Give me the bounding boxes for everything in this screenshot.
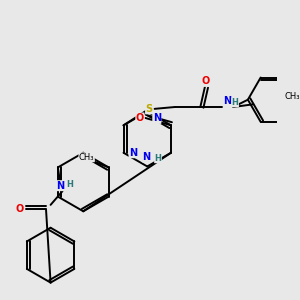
Text: H: H bbox=[66, 180, 73, 189]
Text: O: O bbox=[202, 76, 210, 86]
Text: CH₃: CH₃ bbox=[285, 92, 300, 101]
Text: N: N bbox=[57, 181, 65, 191]
Text: N: N bbox=[223, 96, 231, 106]
Text: S: S bbox=[146, 104, 153, 114]
Text: N: N bbox=[129, 148, 137, 158]
Text: CH₃: CH₃ bbox=[79, 153, 94, 162]
Text: N: N bbox=[142, 152, 150, 162]
Text: H: H bbox=[232, 98, 238, 107]
Text: O: O bbox=[15, 203, 24, 214]
Text: H: H bbox=[154, 154, 161, 163]
Text: N: N bbox=[153, 113, 161, 123]
Text: O: O bbox=[136, 113, 144, 123]
